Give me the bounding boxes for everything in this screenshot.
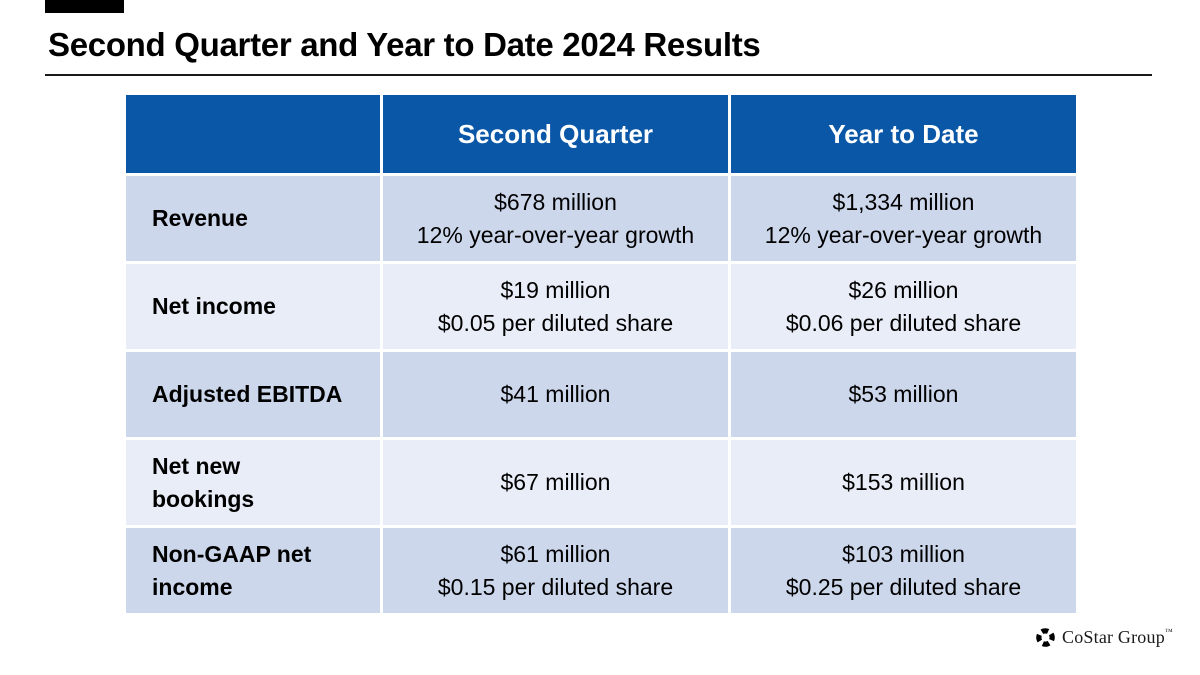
table-row-non-gaap-net-income: Non-GAAP net income $61 million $0.15 pe… [126, 525, 1076, 613]
cell-year-to-date: $53 million [728, 349, 1076, 437]
cell-year-to-date: $1,334 million 12% year-over-year growth [728, 173, 1076, 261]
trademark-symbol: ™ [1164, 627, 1173, 636]
cell-year-to-date: $26 million $0.06 per diluted share [728, 261, 1076, 349]
row-label: Net new bookings [126, 437, 380, 525]
page-title: Second Quarter and Year to Date 2024 Res… [48, 26, 761, 63]
cell-second-quarter: $67 million [380, 437, 728, 525]
header-cell-year-to-date: Year to Date [728, 95, 1076, 173]
cell-year-to-date: $153 million [728, 437, 1076, 525]
row-label: Revenue [126, 173, 380, 261]
costar-group-logo: CoStar Group™ [1035, 627, 1173, 648]
row-label: Net income [126, 261, 380, 349]
cell-second-quarter: $61 million $0.15 per diluted share [380, 525, 728, 613]
cell-year-to-date: $103 million $0.25 per diluted share [728, 525, 1076, 613]
cell-second-quarter: $19 million $0.05 per diluted share [380, 261, 728, 349]
costar-pinwheel-icon [1036, 628, 1055, 647]
logo-wordmark: CoStar Group™ [1062, 627, 1173, 647]
table-row-adjusted-ebitda: Adjusted EBITDA $41 million $53 million [126, 349, 1076, 437]
header-cell-second-quarter: Second Quarter [380, 95, 728, 173]
cell-second-quarter: $678 million 12% year-over-year growth [380, 173, 728, 261]
title-divider [45, 74, 1152, 76]
row-label: Non-GAAP net income [126, 525, 380, 613]
table-row-net-new-bookings: Net new bookings $67 million $153 millio… [126, 437, 1076, 525]
table-header-row: Second Quarter Year to Date [126, 95, 1076, 173]
cell-second-quarter: $41 million [380, 349, 728, 437]
table-row-net-income: Net income $19 million $0.05 per diluted… [126, 261, 1076, 349]
row-label: Adjusted EBITDA [126, 349, 380, 437]
accent-bar [45, 0, 124, 13]
results-table: Second Quarter Year to Date Revenue $678… [126, 95, 1076, 613]
header-cell-metric [126, 95, 380, 173]
table-row-revenue: Revenue $678 million 12% year-over-year … [126, 173, 1076, 261]
